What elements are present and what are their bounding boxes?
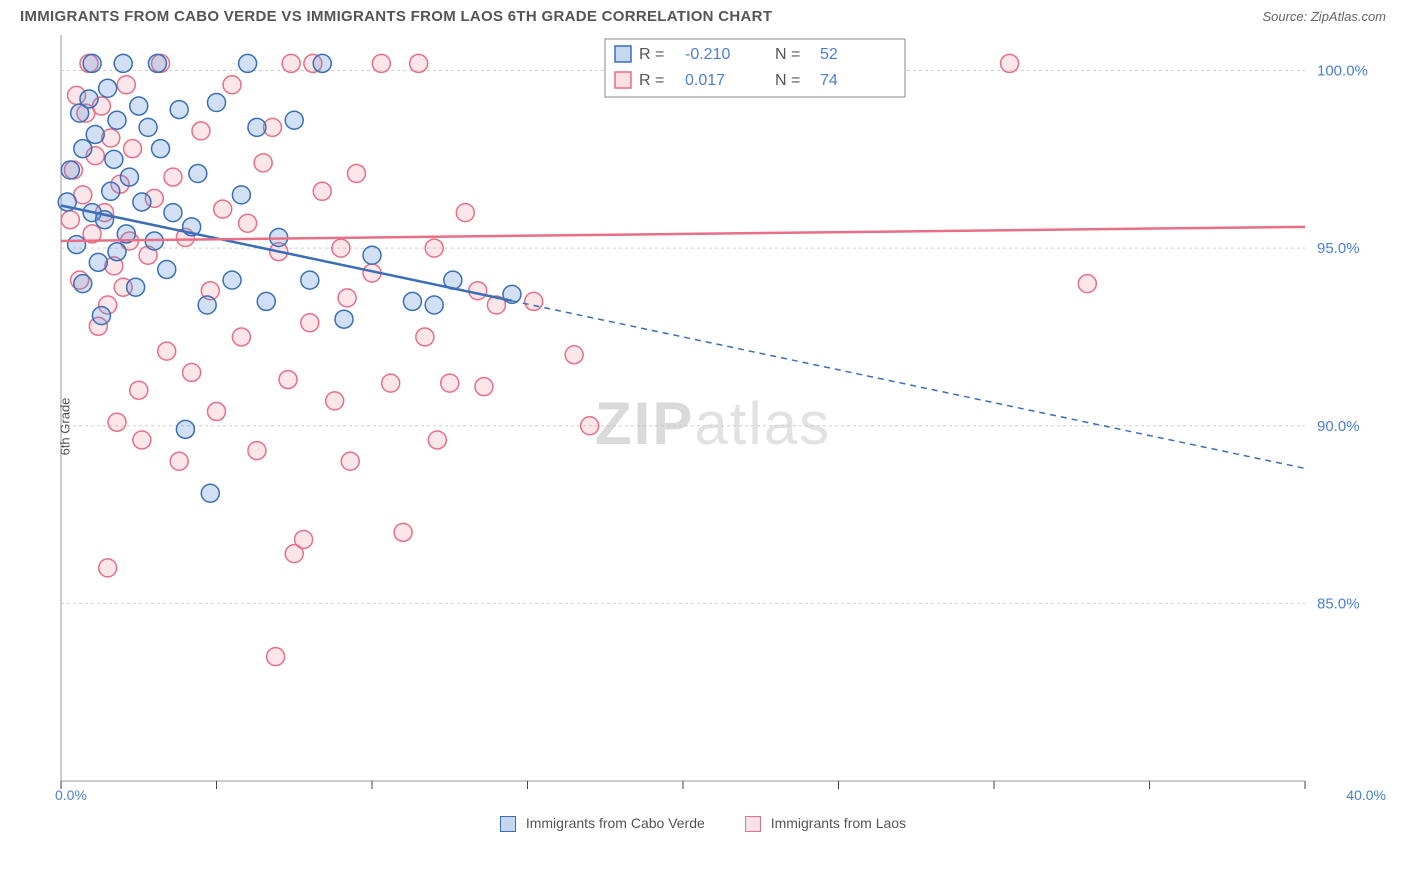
legend-label-laos: Immigrants from Laos	[771, 815, 906, 831]
legend-item-laos: Immigrants from Laos	[745, 815, 906, 832]
x-tick-min: 0.0%	[55, 787, 87, 803]
swatch-laos	[745, 816, 761, 832]
svg-text:90.0%: 90.0%	[1317, 418, 1360, 435]
svg-text:52: 52	[820, 46, 838, 63]
title-bar: IMMIGRANTS FROM CABO VERDE VS IMMIGRANTS…	[0, 0, 1406, 29]
legend-label-cabo-verde: Immigrants from Cabo Verde	[526, 815, 705, 831]
svg-text:N =: N =	[775, 72, 800, 89]
svg-text:74: 74	[820, 72, 838, 89]
swatch-cabo-verde	[500, 816, 516, 832]
chart-container: 6th Grade 85.0% 90.0% 95.0% 100.0% R = -0.210…	[55, 29, 1386, 809]
x-tick-max: 40.0%	[1346, 787, 1386, 803]
svg-text:85.0%: 85.0%	[1317, 595, 1360, 612]
chart-title: IMMIGRANTS FROM CABO VERDE VS IMMIGRANTS…	[20, 8, 772, 25]
svg-text:-0.210: -0.210	[685, 46, 730, 63]
y-axis-label: 6th Grade	[58, 398, 73, 456]
scatter-chart: 85.0% 90.0% 95.0% 100.0% R = -0.210 N = 52 R = 0.…	[55, 29, 1375, 809]
svg-text:100.0%: 100.0%	[1317, 63, 1368, 80]
svg-text:0.017: 0.017	[685, 72, 725, 89]
x-legend: Immigrants from Cabo Verde Immigrants fr…	[0, 815, 1406, 832]
svg-text:R =: R =	[639, 72, 664, 89]
svg-text:95.0%: 95.0%	[1317, 240, 1360, 257]
svg-text:R =: R =	[639, 46, 664, 63]
source-attribution: Source: ZipAtlas.com	[1262, 9, 1386, 24]
svg-text:N =: N =	[775, 46, 800, 63]
legend-item-cabo-verde: Immigrants from Cabo Verde	[500, 815, 705, 832]
